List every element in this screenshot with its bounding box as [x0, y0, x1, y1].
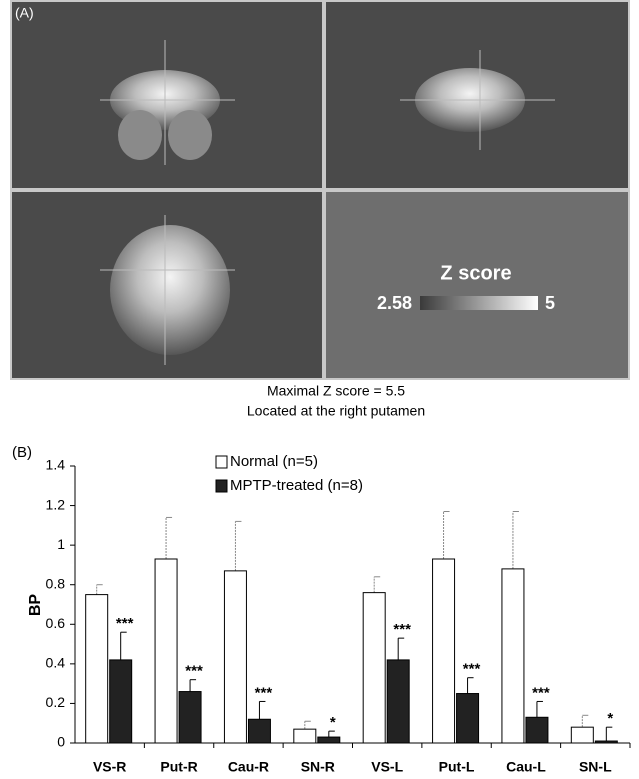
bar — [526, 717, 548, 743]
y-tick-label: 0.2 — [46, 694, 66, 710]
bar — [457, 694, 479, 743]
bar — [571, 727, 593, 743]
bar — [86, 595, 108, 743]
x-tick-label: SN-R — [301, 759, 335, 775]
colorbar-min: 2.58 — [377, 293, 412, 313]
caption: Maximal Z score = 5.5 — [267, 383, 405, 399]
y-tick-label: 0.8 — [46, 575, 66, 591]
significance-label: *** — [255, 684, 273, 701]
bar — [502, 569, 524, 743]
y-tick-label: 1.2 — [46, 496, 66, 512]
x-tick-label: Cau-L — [506, 759, 546, 775]
bar — [387, 660, 409, 743]
x-tick-label: VS-L — [371, 759, 403, 775]
panel-label: (B) — [12, 444, 32, 461]
panel-label: (A) — [15, 5, 34, 21]
significance-label: *** — [532, 684, 550, 701]
significance-label: *** — [463, 661, 481, 678]
significance-label: * — [330, 714, 336, 731]
significance-label: *** — [393, 621, 411, 638]
legend-label: MPTP-treated (n=8) — [230, 477, 363, 494]
y-tick-label: 0.6 — [46, 615, 66, 631]
brain-lobe — [118, 110, 162, 160]
colorbar-panel — [326, 192, 628, 378]
bar — [433, 559, 455, 743]
bar — [294, 729, 316, 743]
caption: Located at the right putamen — [247, 403, 425, 419]
bar — [595, 741, 617, 743]
x-tick-label: SN-L — [579, 759, 612, 775]
significance-label: *** — [185, 663, 203, 680]
legend-swatch — [216, 480, 227, 492]
figure: (A) Z score 2.58 5 Maximal Z score = 5.5… — [0, 0, 639, 779]
colorbar-max: 5 — [545, 293, 555, 313]
bar — [179, 692, 201, 743]
bar — [248, 719, 270, 743]
bar — [155, 559, 177, 743]
significance-label: *** — [116, 615, 134, 632]
legend-label: Normal (n=5) — [230, 453, 318, 470]
significance-label: * — [607, 710, 613, 727]
colorbar-title: Z score — [440, 262, 511, 284]
bar — [110, 660, 132, 743]
y-tick-label: 1 — [57, 536, 65, 552]
y-axis-label: BP — [27, 594, 44, 617]
x-tick-label: Put-R — [160, 759, 197, 775]
bar — [363, 593, 385, 743]
y-tick-label: 0 — [57, 734, 65, 750]
bar — [224, 571, 246, 743]
colorbar — [420, 296, 538, 310]
brain-axial — [110, 225, 230, 355]
legend-swatch — [216, 456, 227, 468]
x-tick-label: Cau-R — [228, 759, 269, 775]
y-tick-label: 1.4 — [46, 457, 66, 473]
bar — [318, 737, 340, 743]
x-tick-label: VS-R — [93, 759, 126, 775]
brain-lobe — [168, 110, 212, 160]
x-tick-label: Put-L — [439, 759, 475, 775]
y-tick-label: 0.4 — [46, 655, 66, 671]
